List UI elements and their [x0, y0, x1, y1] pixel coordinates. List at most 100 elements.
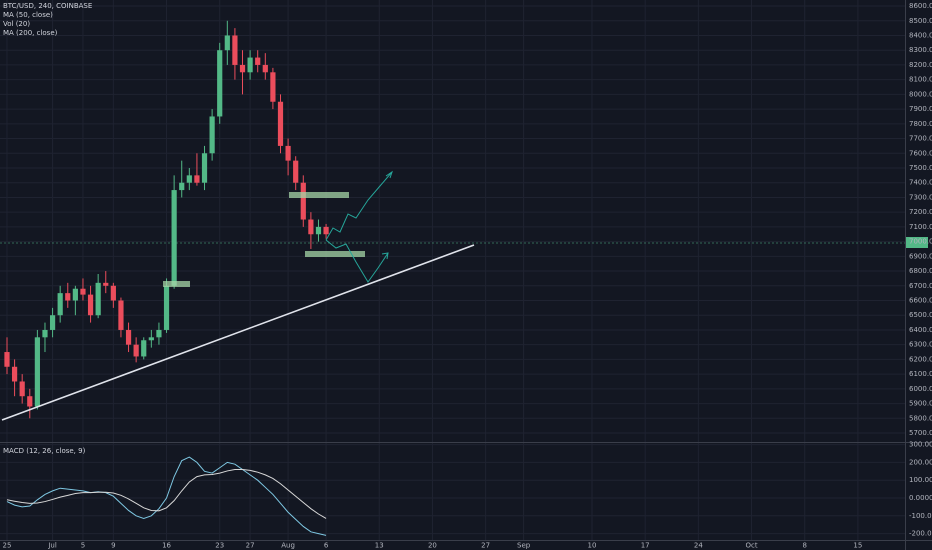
candle-body: [300, 182, 306, 220]
candle-body: [179, 182, 185, 191]
candle-body: [239, 64, 246, 73]
candle-body: [133, 344, 139, 357]
candle-body: [194, 175, 200, 183]
y-tick-label: 7300.00: [909, 193, 932, 201]
zone: [163, 281, 190, 287]
y-tick-label: 6900.00: [909, 252, 932, 260]
candle-body: [72, 288, 78, 301]
trend-line: [1, 244, 475, 421]
y-tick-label: 7600.00: [909, 149, 932, 157]
x-tick-label: 27: [481, 542, 490, 550]
y-tick-label: -200.0000: [909, 530, 932, 538]
candle-body: [247, 57, 253, 73]
candle-body: [95, 282, 101, 316]
candle-body: [323, 226, 329, 235]
y-tick-label: 7100.00: [909, 223, 932, 231]
candle-body: [163, 285, 170, 330]
y-tick-label: 6800.00: [909, 267, 932, 275]
y-tick-label: 6400.00: [909, 326, 932, 334]
candle-body: [57, 293, 63, 316]
y-tick-label: 6600.00: [909, 297, 932, 305]
y-tick-label: 7000.00: [909, 238, 932, 246]
candle-body: [103, 282, 109, 286]
candle-body: [118, 300, 124, 330]
y-tick-label: 8100.00: [909, 76, 932, 84]
arrow-head: [381, 252, 389, 260]
y-tick-label: 6100.00: [909, 370, 932, 378]
y-tick-label: 8300.00: [909, 46, 932, 54]
x-tick-label: 25: [3, 542, 12, 550]
indicator-label: MA (50, close): [3, 11, 53, 19]
y-tick-label: 8600.00: [909, 2, 932, 10]
y-tick-label: 7500.00: [909, 164, 932, 172]
x-tick-label: 20: [428, 542, 437, 550]
price-badge: [906, 237, 928, 248]
y-tick-label: -100.0000: [909, 512, 932, 520]
candle-body: [27, 396, 33, 407]
x-tick-label: 9: [111, 542, 115, 550]
x-tick-label: Jul: [47, 542, 57, 550]
candle-body: [49, 315, 56, 330]
candle-body: [308, 219, 314, 235]
candle-body: [125, 329, 132, 345]
y-tick-label: 0.0000: [909, 494, 932, 502]
candle-body: [65, 293, 71, 301]
candle-body: [201, 153, 208, 183]
candle-body: [262, 64, 268, 73]
y-tick-label: 5900.00: [909, 400, 932, 408]
indicator-label: MA (200, close): [3, 29, 58, 37]
zone: [289, 192, 349, 198]
candle-body: [80, 288, 86, 295]
projection: [325, 171, 393, 241]
x-tick-label: 23: [215, 542, 224, 550]
y-tick-label: 8200.00: [909, 61, 932, 69]
macd-line: [6, 469, 327, 519]
candle-body: [110, 285, 116, 301]
y-tick-label: 6200.00: [909, 355, 932, 363]
y-tick-label: 8500.00: [909, 17, 932, 25]
candle-body: [293, 160, 299, 183]
x-tick-label: 10: [588, 542, 597, 550]
symbol-title: BTC/USD, 240, COINBASE: [3, 2, 92, 10]
x-tick-label: 13: [375, 542, 384, 550]
y-tick-label: 7900.00: [909, 105, 932, 113]
marks: [4, 20, 329, 536]
x-tick-label: 8: [802, 542, 806, 550]
candle-body: [156, 329, 162, 338]
y-tick-label: 300.0000: [909, 441, 932, 449]
arrow-head: [385, 170, 393, 179]
x-tick-label: 17: [641, 542, 650, 550]
y-tick-label: 5700.00: [909, 429, 932, 437]
y-tick-label: 5800.00: [909, 414, 932, 422]
candle-body: [141, 340, 147, 357]
x-tick-label: 15: [853, 542, 862, 550]
x-tick-label: Aug: [281, 542, 295, 550]
y-tick-label: 7200.00: [909, 208, 932, 216]
y-tick-label: 7400.00: [909, 179, 932, 187]
candle-body: [4, 352, 10, 367]
y-tick-label: 200.0000: [909, 458, 932, 466]
candle-body: [42, 329, 48, 338]
y-tick-label: 7700.00: [909, 135, 932, 143]
y-tick-label: 8000.00: [909, 90, 932, 98]
y-tick-label: 8400.00: [909, 31, 932, 39]
x-tick-label: 5: [81, 542, 85, 550]
indicator-label: MACD (12, 26, close, 9): [3, 447, 86, 455]
candle-body: [270, 72, 276, 102]
candle-body: [34, 337, 40, 407]
y-tick-label: 7800.00: [909, 120, 932, 128]
candle-body: [285, 145, 291, 161]
x-tick-label: 24: [694, 542, 703, 550]
y-tick-label: 6700.00: [909, 282, 932, 290]
candle-body: [87, 294, 94, 316]
candle-body: [255, 57, 261, 65]
projection: [325, 239, 389, 283]
x-tick-label: 6: [324, 542, 329, 550]
candle-body: [171, 190, 177, 286]
y-tick-label: 100.0000: [909, 476, 932, 484]
candle-body: [186, 175, 192, 183]
x-tick-label: 16: [162, 542, 171, 550]
y-tick-label: 6000.00: [909, 385, 932, 393]
